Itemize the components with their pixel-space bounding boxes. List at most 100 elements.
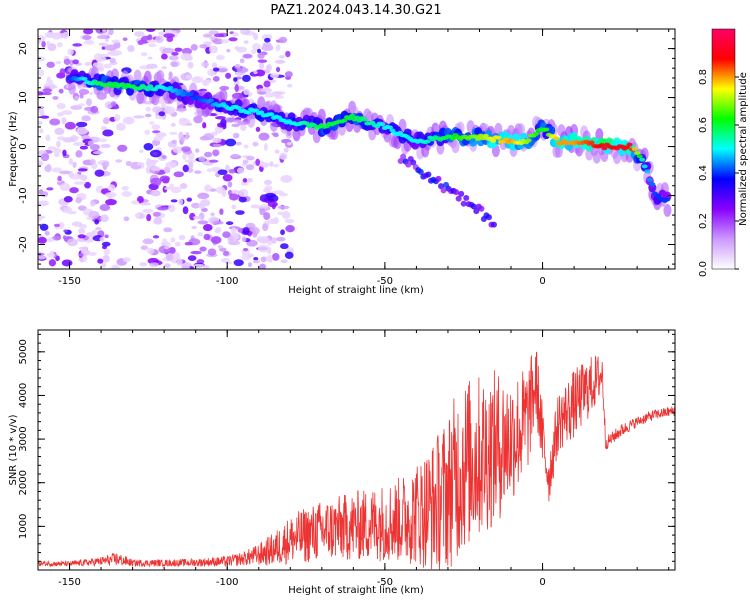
spectrogram-cell — [148, 43, 157, 48]
spectrogram-cell — [253, 256, 259, 261]
spectrogram-cell — [143, 142, 154, 151]
spectrogram-cell — [165, 252, 174, 261]
colorbar-tick: 0.4 — [698, 165, 739, 181]
spectrogram-cell — [231, 204, 237, 210]
spectrogram-cell — [139, 262, 148, 267]
spectrogram-cell — [51, 235, 62, 241]
spectrogram-cell — [495, 135, 502, 140]
spectrogram-cell — [172, 146, 184, 154]
spectrogram-cell — [219, 88, 228, 102]
spectrogram-cell — [97, 53, 109, 58]
spectrogram-cell — [57, 175, 62, 182]
spectrogram-cell — [152, 130, 161, 134]
spectrogram-cell — [46, 40, 51, 46]
spectrogram-cell — [543, 127, 550, 132]
svg-text:-150: -150 — [58, 276, 81, 287]
spectrogram-cell — [67, 48, 74, 56]
spectrogram-cell — [168, 71, 173, 79]
spectrogram-cell — [150, 166, 162, 172]
spectrogram-cell — [38, 236, 47, 244]
spectrogram-cell — [93, 150, 104, 155]
spectrogram-cell — [258, 110, 265, 115]
spectrogram-cell — [77, 234, 86, 239]
spectrogram-cell — [275, 44, 281, 52]
spectrogram-cell — [122, 257, 131, 263]
spectrogram-cell — [277, 205, 290, 210]
svg-text:2000: 2000 — [18, 470, 29, 495]
spectrogram-cell — [179, 183, 188, 190]
spectrogram-cell — [145, 106, 152, 112]
svg-text:1000: 1000 — [18, 514, 29, 539]
spectrogram-cell — [101, 46, 106, 50]
spectrogram-cell — [663, 203, 672, 217]
spectrogram-cell — [187, 91, 194, 96]
x-tick: 0 — [539, 29, 546, 287]
spectrogram-cell — [490, 138, 497, 143]
spectrogram-cell — [77, 103, 85, 107]
snr-frame — [37, 329, 676, 571]
spectrogram-cell — [168, 90, 177, 100]
spectrogram-cell — [174, 241, 181, 247]
spectrogram-cell — [190, 202, 201, 209]
spectrogram-cell — [142, 208, 154, 213]
spectrogram-cell — [77, 168, 88, 172]
spectrogram-cell — [278, 192, 289, 197]
spectrogram-cell — [177, 89, 184, 94]
spectrogram-cell — [61, 259, 73, 267]
spectrogram-cell — [181, 47, 193, 55]
spectrogram-cell — [231, 189, 239, 195]
spectrogram-cell — [59, 170, 71, 175]
snr-x-label: Height of straight line (km) — [288, 585, 424, 596]
spectrogram-cell — [72, 43, 83, 47]
spectrogram-cell — [113, 113, 121, 122]
spectrogram-cell — [146, 29, 156, 32]
spectrogram-cell — [144, 129, 150, 135]
spectrogram-cell — [133, 115, 145, 119]
spectrogram-cell — [152, 211, 161, 217]
spectrogram-cell — [62, 31, 70, 39]
spectrogram-cell — [167, 85, 174, 90]
spectrogram-cell — [193, 115, 203, 124]
spectrogram-cell — [181, 265, 191, 269]
spectrogram-cell — [631, 146, 638, 151]
svg-text:-50: -50 — [377, 577, 393, 588]
spectrogram-cell — [203, 265, 210, 269]
spectrogram-cell — [478, 205, 485, 212]
spectrogram-cell — [81, 76, 88, 81]
figure-title: PAZ1.2024.043.14.30.G21 — [270, 3, 441, 18]
spectrogram-cell — [68, 81, 77, 95]
spectrogram-cell — [201, 61, 209, 68]
spectrogram-cell — [110, 50, 123, 56]
spectrogram-cell — [94, 219, 100, 225]
spectrogram-cell — [198, 156, 206, 162]
spectrogram-cell — [259, 263, 266, 269]
spectrogram-cell — [38, 255, 46, 260]
spectrogram-cell — [264, 185, 273, 191]
spectrogram-cell — [190, 250, 202, 255]
spectrogram-cell — [243, 40, 249, 44]
spectrogram-cell — [164, 263, 171, 268]
spectrogram-cell — [109, 57, 116, 63]
spectrogram-cell — [146, 39, 158, 43]
spectrogram-cell — [62, 235, 67, 240]
y-tick: 3000 — [18, 426, 675, 452]
spectrogram-cell — [257, 244, 270, 253]
spectrogram-cell — [68, 158, 73, 165]
spectrogram-cell — [38, 56, 46, 62]
spectrogram-cell — [39, 128, 44, 134]
spectrogram-cell — [588, 140, 595, 145]
spectrogram-cell — [92, 62, 104, 68]
spectrogram-cell — [188, 161, 194, 169]
spectrogram-cell — [75, 197, 82, 204]
snr-y-label: SNR (10 * v/v) — [8, 414, 19, 485]
svg-text:0.4: 0.4 — [698, 165, 709, 181]
spectrogram-cell — [553, 136, 560, 141]
spectrogram-cell — [42, 88, 53, 93]
spectrogram-cell — [247, 114, 256, 128]
spectrogram-cell — [238, 196, 247, 203]
spectrogram-cell — [252, 32, 258, 41]
spectrogram-cell — [164, 106, 176, 115]
spectrogram-cell — [379, 122, 386, 127]
svg-text:5000: 5000 — [18, 339, 29, 364]
